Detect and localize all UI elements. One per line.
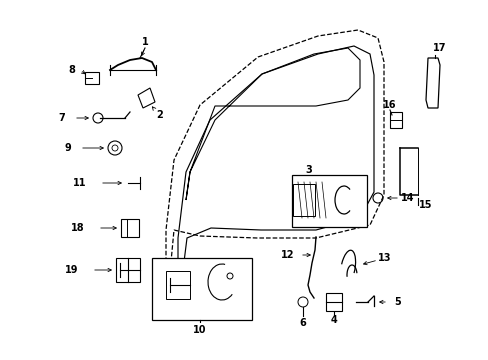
Text: 7: 7 [59,113,65,123]
Bar [121,219,139,237]
Bar [85,72,99,84]
Text: 16: 16 [383,100,396,110]
Bar [325,293,341,311]
Bar [291,175,366,227]
Bar [152,258,251,320]
Text: 12: 12 [281,250,294,260]
Text: 18: 18 [71,223,84,233]
Text: 11: 11 [73,178,86,188]
Text: 10: 10 [193,325,206,335]
Bar [116,258,140,282]
Text: 2: 2 [156,110,163,120]
Bar [292,184,314,216]
Text: 3: 3 [305,165,312,175]
Text: 5: 5 [394,297,401,307]
Text: 8: 8 [68,65,75,75]
Text: 4: 4 [330,315,337,325]
Text: 15: 15 [418,200,432,210]
Text: 13: 13 [378,253,391,263]
Text: 19: 19 [65,265,79,275]
Text: 14: 14 [401,193,414,203]
Text: 9: 9 [64,143,71,153]
Text: 6: 6 [299,318,306,328]
Text: 17: 17 [432,43,446,53]
Text: 1: 1 [142,37,148,47]
Bar [165,271,190,299]
Bar [389,112,401,128]
